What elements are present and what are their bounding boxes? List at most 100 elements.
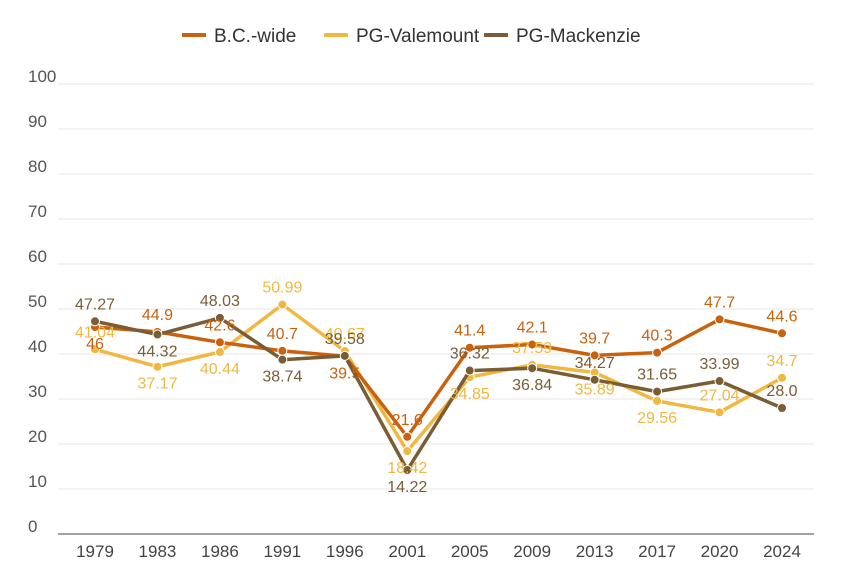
y-tick-label: 80 xyxy=(28,157,47,176)
data-label: 18.42 xyxy=(387,460,427,477)
x-axis: 1979 1983 1986 1991 1996 2001 2005 2009 2013 2017… xyxy=(76,542,801,561)
data-label: 27.04 xyxy=(700,387,740,404)
data-label: 48.03 xyxy=(200,293,240,310)
data-point xyxy=(714,376,725,387)
data-label: 40.7 xyxy=(267,326,298,343)
x-tick-label: 2013 xyxy=(576,542,614,561)
data-label: 33.99 xyxy=(700,356,740,373)
data-point xyxy=(90,316,100,327)
data-point xyxy=(652,347,663,358)
data-point xyxy=(527,339,538,350)
y-tick-label: 30 xyxy=(28,382,47,401)
data-point xyxy=(152,361,163,372)
series-lines xyxy=(90,299,787,476)
data-label: 28.0 xyxy=(766,383,797,400)
y-tick-label: 20 xyxy=(28,427,47,446)
data-point xyxy=(714,407,725,418)
data-point xyxy=(339,350,350,361)
data-label: 14.22 xyxy=(387,479,427,496)
x-tick-label: 2020 xyxy=(701,542,739,561)
data-point xyxy=(90,344,100,355)
data-point xyxy=(277,299,288,310)
y-tick-label: 60 xyxy=(28,247,47,266)
data-point xyxy=(402,431,413,442)
data-label: 41.04 xyxy=(75,324,115,341)
data-labels: 46 44.9 42.6 40.7 39.5 21.6 41.4 42.1 39.7 40.3 47… xyxy=(75,280,798,496)
data-point xyxy=(214,347,225,358)
data-label: 39.58 xyxy=(325,331,365,348)
data-point xyxy=(589,350,600,361)
data-point xyxy=(777,328,787,339)
data-label: 47.7 xyxy=(704,294,735,311)
data-label: 42.6 xyxy=(204,317,235,334)
data-label: 39.7 xyxy=(579,330,610,347)
y-tick-label: 40 xyxy=(28,337,47,356)
data-label: 41.4 xyxy=(454,323,485,340)
x-tick-label: 2024 xyxy=(763,542,801,561)
legend-label: B.C.-wide xyxy=(214,26,296,47)
data-point xyxy=(652,395,663,406)
data-label: 34.85 xyxy=(450,386,490,403)
data-label: 44.32 xyxy=(137,344,177,361)
data-point xyxy=(152,329,163,340)
legend-label: PG-Valemount xyxy=(356,26,480,47)
data-label: 34.27 xyxy=(575,355,615,372)
data-label: 34.7 xyxy=(766,353,797,370)
data-point xyxy=(777,403,787,413)
legend-label: PG-Mackenzie xyxy=(516,26,641,47)
data-label: 36.32 xyxy=(450,346,490,363)
data-label: 37.17 xyxy=(137,376,177,393)
data-point xyxy=(464,365,475,376)
series-line xyxy=(94,316,783,472)
data-point xyxy=(277,345,288,356)
data-point xyxy=(214,337,225,348)
y-tick-label: 10 xyxy=(28,472,47,491)
data-label: 31.65 xyxy=(637,367,677,384)
data-label: 44.6 xyxy=(766,308,797,325)
data-label: 40.44 xyxy=(200,361,240,378)
data-label: 29.56 xyxy=(637,410,677,427)
data-point xyxy=(214,312,225,323)
data-label: 37.59 xyxy=(512,340,552,357)
y-tick-label: 0 xyxy=(28,517,37,536)
x-tick-label: 2005 xyxy=(451,542,489,561)
y-tick-label: 50 xyxy=(28,292,47,311)
data-point xyxy=(402,446,413,457)
data-label: 36.84 xyxy=(512,377,552,394)
x-tick-label: 2017 xyxy=(638,542,676,561)
data-point xyxy=(652,386,663,397)
data-label: 21.6 xyxy=(392,412,423,429)
data-label: 46 xyxy=(86,336,104,353)
data-point xyxy=(464,342,475,353)
data-label: 47.27 xyxy=(75,296,115,313)
y-axis: 0 10 20 30 40 50 60 70 80 90 100 xyxy=(28,67,56,536)
legend: B.C.-wide PG-Valemount PG-Mackenzie xyxy=(182,26,641,47)
data-label: 42.1 xyxy=(517,320,548,337)
data-point xyxy=(777,372,787,383)
data-label: 40.3 xyxy=(642,328,673,345)
series-line xyxy=(94,317,783,439)
data-point xyxy=(277,354,288,365)
data-label: 40.67 xyxy=(325,326,365,343)
gridlines xyxy=(58,83,814,535)
x-tick-label: 1991 xyxy=(263,542,301,561)
x-tick-label: 1996 xyxy=(326,542,364,561)
y-tick-label: 70 xyxy=(28,202,47,221)
series-line xyxy=(94,302,783,453)
x-tick-label: 1986 xyxy=(201,542,239,561)
data-label: 50.99 xyxy=(262,280,302,297)
x-tick-label: 1983 xyxy=(139,542,177,561)
data-point xyxy=(589,374,600,385)
x-tick-label: 2001 xyxy=(388,542,426,561)
x-tick-label: 1979 xyxy=(76,542,114,561)
data-point xyxy=(402,465,413,476)
y-tick-label: 100 xyxy=(28,67,56,86)
data-point xyxy=(714,314,725,325)
x-tick-label: 2009 xyxy=(513,542,551,561)
data-label: 39.5 xyxy=(329,365,360,382)
data-point xyxy=(527,363,538,374)
data-label: 35.89 xyxy=(575,381,615,398)
data-label: 44.9 xyxy=(142,307,173,324)
y-tick-label: 90 xyxy=(28,112,47,131)
